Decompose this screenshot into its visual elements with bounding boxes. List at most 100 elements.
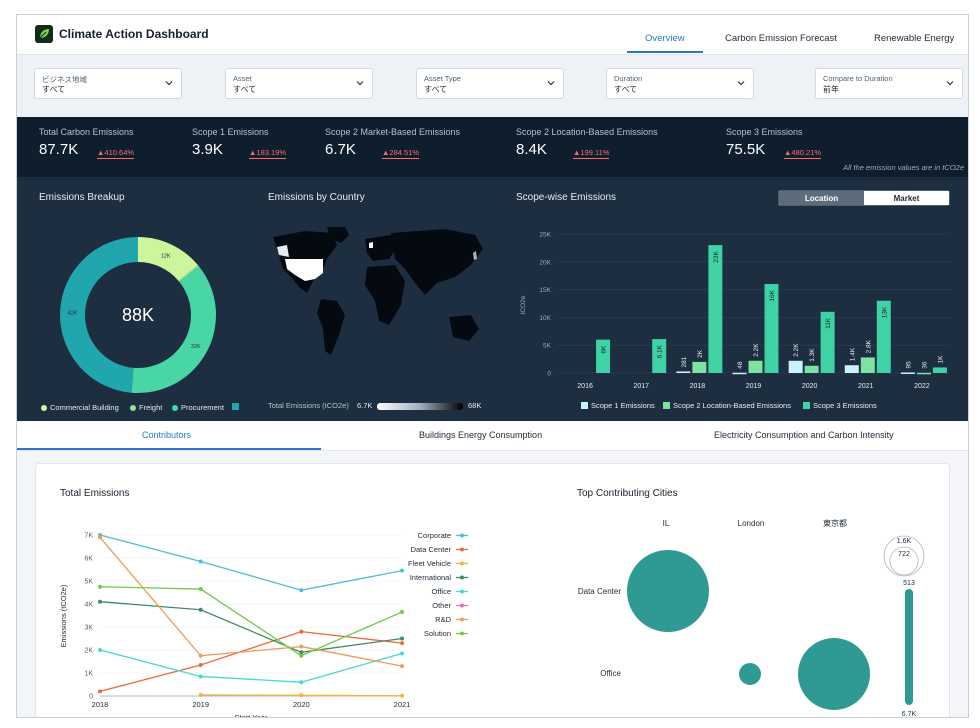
japan-highlight-shape (473, 251, 477, 260)
data-point[interactable] (299, 693, 304, 698)
series-legend-label[interactable]: Data Center (411, 545, 452, 554)
series-legend-label[interactable]: Other (432, 601, 451, 610)
bar[interactable] (900, 372, 915, 374)
data-point[interactable] (198, 662, 203, 667)
bar-data-label: 6K (601, 345, 608, 354)
tab-contributors[interactable]: Contributors (142, 430, 192, 440)
asset-type-filter[interactable]: Asset Type すべて (416, 68, 564, 99)
legend-truncated[interactable] (232, 403, 239, 410)
donut-slice[interactable] (131, 266, 216, 393)
bar[interactable] (652, 339, 667, 373)
bar[interactable] (764, 284, 779, 373)
data-point[interactable] (400, 651, 404, 656)
bar[interactable] (932, 367, 947, 373)
bar-data-label: 13K (881, 306, 888, 318)
bar[interactable] (844, 365, 859, 373)
data-point[interactable] (198, 607, 203, 612)
legend-scope-1[interactable]: Scope 1 Emissions (581, 401, 655, 410)
chevron-down-icon (737, 81, 745, 86)
data-point[interactable] (299, 629, 304, 634)
data-point[interactable] (299, 680, 304, 685)
series-legend-label[interactable]: International (410, 573, 452, 582)
asset-filter[interactable]: Asset すべて (225, 68, 373, 99)
data-point[interactable] (198, 559, 203, 564)
data-point[interactable] (98, 584, 102, 589)
data-point[interactable] (198, 653, 203, 658)
size-legend-small (889, 546, 919, 576)
uk-highlight-shape (369, 242, 373, 248)
series-legend-label[interactable]: Solution (424, 629, 451, 638)
bubble-il-data-center[interactable] (627, 550, 709, 632)
data-point[interactable] (198, 587, 203, 592)
series-legend-label[interactable]: Office (432, 587, 451, 596)
bubble-london-office[interactable] (739, 663, 761, 685)
tab-buildings-energy[interactable]: Buildings Energy Consumption (419, 430, 543, 440)
duration-filter[interactable]: Duration すべて (606, 68, 754, 99)
city-column-label: 東京都 (823, 518, 847, 528)
bar[interactable] (596, 339, 611, 373)
legend-scope-3[interactable]: Scope 3 Emissions (803, 401, 877, 410)
location-toggle-button[interactable]: Location (779, 191, 864, 205)
data-point[interactable] (400, 693, 404, 698)
bar[interactable] (876, 300, 891, 373)
data-point[interactable] (299, 653, 304, 658)
location-market-toggle[interactable]: Location Market (778, 190, 950, 206)
y-axis-label: Emissions (tCO2e) (59, 584, 68, 647)
bar[interactable] (788, 360, 803, 373)
series-line[interactable] (99, 586, 403, 657)
data-point[interactable] (98, 689, 102, 694)
bar[interactable] (692, 361, 707, 373)
bar[interactable] (820, 311, 835, 373)
data-point[interactable] (299, 588, 304, 593)
tab-electricity-carbon-intensity[interactable]: Electricity Consumption and Carbon Inten… (714, 430, 894, 440)
legend-commercial-building[interactable]: Commercial Building (41, 403, 119, 412)
contributors-card: Total Emissions Top Contributing Cities … (35, 463, 950, 717)
compare-duration-filter[interactable]: Compare to Duration 前年 (815, 68, 963, 99)
data-point[interactable] (98, 535, 102, 540)
market-toggle-button[interactable]: Market (893, 193, 920, 203)
tab-renewable-energy[interactable]: Renewable Energy (874, 33, 955, 44)
data-point[interactable] (98, 648, 102, 652)
region-filter[interactable]: ビジネス地域 すべて (34, 68, 182, 99)
bar-data-label: 1.3K (809, 348, 816, 362)
data-point[interactable] (198, 692, 203, 697)
data-point[interactable] (400, 641, 404, 646)
donut-slice-label: 42K (68, 310, 78, 316)
donut-slice[interactable] (60, 237, 138, 393)
tab-overview[interactable]: Overview (645, 33, 685, 44)
data-point[interactable] (299, 644, 304, 649)
bar[interactable] (860, 357, 875, 373)
donut-slice[interactable] (138, 237, 198, 281)
bar[interactable] (676, 371, 691, 373)
data-point[interactable] (98, 599, 102, 604)
tab-carbon-emission-forecast[interactable]: Carbon Emission Forecast (725, 33, 837, 44)
series-line[interactable] (99, 601, 403, 653)
legend-scope-2-location[interactable]: Scope 2 Location-Based Emissions (663, 401, 791, 410)
legend-procurement[interactable]: Procurement (172, 403, 224, 412)
legend-freight[interactable]: Freight (130, 403, 162, 412)
bar[interactable] (708, 245, 723, 373)
data-point[interactable] (400, 610, 404, 615)
data-point[interactable] (198, 674, 203, 679)
bar[interactable] (804, 365, 819, 373)
series-line[interactable] (99, 649, 403, 683)
data-point[interactable] (400, 568, 404, 573)
bar[interactable] (732, 372, 747, 375)
series-legend-label[interactable]: Corporate (418, 531, 451, 540)
data-point[interactable] (400, 636, 404, 641)
data-point[interactable] (400, 664, 404, 669)
y-tick-label: 6K (84, 556, 93, 563)
series-line[interactable] (99, 536, 403, 667)
kpi-value: 3.9K (192, 141, 223, 158)
series-line[interactable] (99, 630, 403, 693)
bar[interactable] (748, 360, 763, 373)
data-point[interactable] (299, 650, 304, 655)
app-title: Climate Action Dashboard (59, 27, 209, 41)
series-legend-label[interactable]: R&D (435, 615, 451, 624)
bubble-tokyo-office[interactable] (798, 638, 870, 710)
donut-slice[interactable] (178, 264, 199, 282)
bar[interactable] (916, 372, 931, 375)
series-legend-label[interactable]: Fleet Vehicle (408, 559, 451, 568)
kpi-delta: ▲284.51% (382, 148, 420, 159)
series-line[interactable] (99, 534, 403, 591)
